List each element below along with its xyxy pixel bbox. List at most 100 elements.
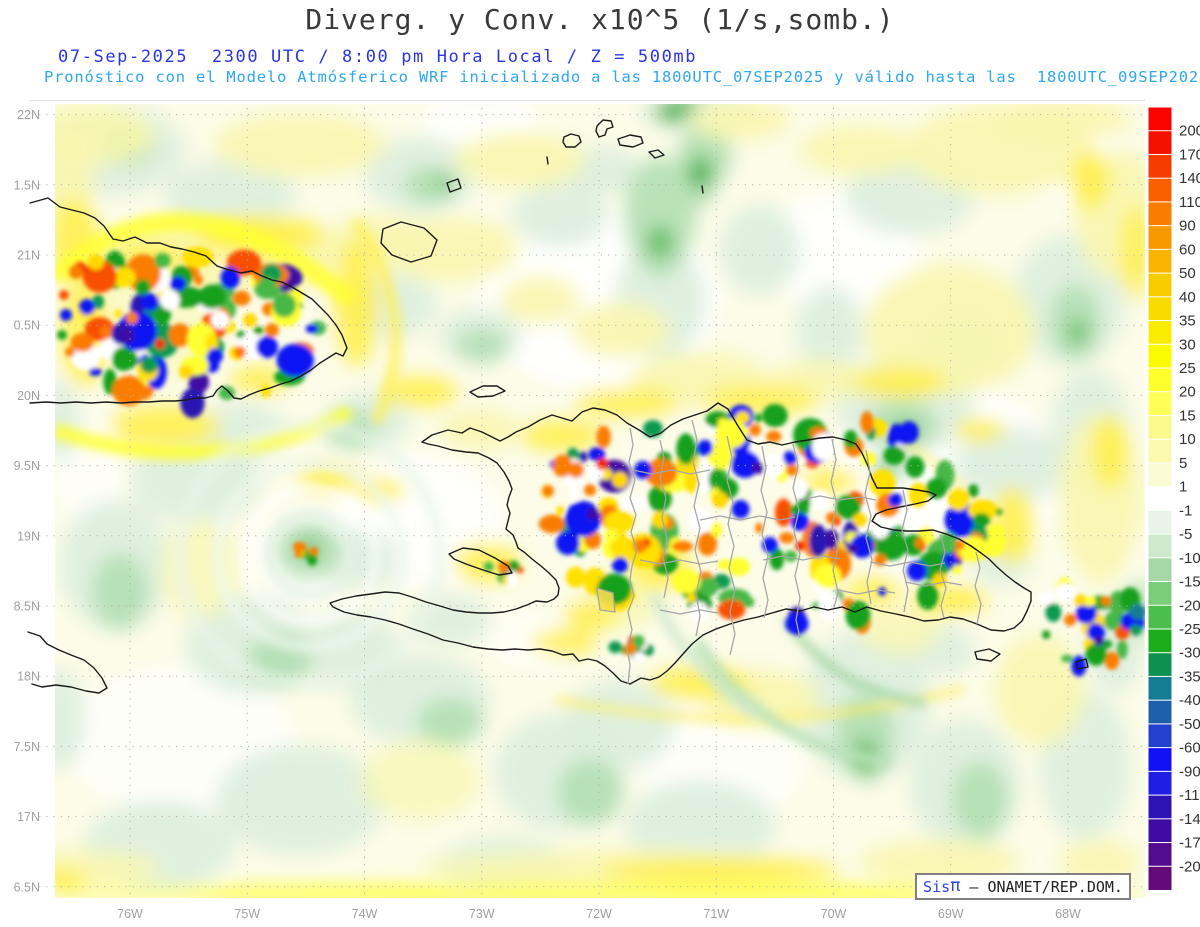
coastline-gonave [448,547,513,576]
colorbar-segment [1147,438,1173,464]
colorbar-segment [1147,699,1173,725]
coastlines [27,119,1089,694]
axis-labels: 22N 1.5N 21N 0.5N 20N 9.5N 19N 8.5N 18N 7.5N 17N 6.… [14,108,1081,921]
lon-axis-label: 76W [117,907,143,921]
coastline-tortuga [469,385,506,398]
lon-axis-label: 69W [938,907,964,921]
lat-axis-label: 1.5N [14,178,40,192]
colorbar-segment [1147,581,1173,607]
coastline-little-inagua [446,178,462,193]
colorbar: 200 170 140 110 90 60 50 40 35 30 25 20 15 10 5 1 -1 -5 -1… [1147,106,1200,892]
colorbar-label: 20 [1179,384,1196,401]
colorbar-label: 90 [1179,218,1196,235]
colorbar-label: -20 [1179,597,1200,614]
colorbar-label: 5 [1179,455,1187,472]
colorbar-label: 15 [1179,407,1196,424]
lat-axis-label: 19N [17,529,40,543]
lat-axis-label: 0.5N [14,319,40,333]
lat-axis-label: 21N [17,249,40,263]
colorbar-segment [1147,272,1173,298]
colorbar-segment [1147,723,1173,749]
colorbar-segment [1147,604,1173,631]
colorbar-label: -1 [1179,502,1192,519]
colorbar-label: -200 [1179,858,1200,875]
coastline-cuba [29,197,348,404]
coastline-saona [974,648,1001,662]
lon-axis-label: 73W [469,907,495,921]
coastline-great-inagua [380,221,438,263]
colorbar-segment [1147,343,1173,369]
colorbar-label: -50 [1179,716,1200,733]
colorbar-segment [1147,509,1173,536]
subtitle-datetime: 07-Sep-2025 2300 UTC / 8:00 pm Hora Loca… [58,47,698,67]
lat-axis-label: 9.5N [14,459,40,473]
colorbar-label: -90 [1179,763,1200,780]
colorbar-segment [1147,747,1173,773]
lon-axis-label: 71W [703,907,729,921]
colorbar-label: -110 [1179,787,1200,804]
colorbar-segment [1147,391,1173,417]
colorbar-segment [1147,842,1173,868]
colorbar-segment [1147,225,1173,251]
colorbar-label: -30 [1179,645,1200,662]
coastline-caicos-3 [617,134,644,148]
colorbar-segment [1147,130,1173,156]
coastline-caicos-1 [562,133,582,148]
colorbar-label: 35 [1179,313,1196,330]
lake-enriquillo [596,587,616,613]
colorbar-segment [1147,557,1173,583]
colorbar-segment [1147,865,1173,892]
colorbar-segment [1147,462,1173,488]
lat-axis-label: 8.5N [14,600,40,614]
page-title: Diverg. y Conv. x10^5 (1/s,somb.) [305,3,895,36]
lat-axis-label: 18N [17,670,40,684]
colorbar-segment [1147,177,1173,203]
colorbar-segment [1147,106,1173,132]
colorbar-label: 200 [1179,123,1200,140]
admin-borders [596,419,982,685]
coastline-caicos-2 [595,119,614,138]
colorbar-segment [1147,628,1173,654]
colorbar-segment [1147,652,1173,678]
lon-axis-label: 72W [586,907,612,921]
colorbar-label: -15 [1179,574,1200,591]
colorbar-segment [1147,533,1173,559]
attribution-org: ONAMET/REP.DOM. [987,877,1123,896]
colorbar-segment [1147,296,1173,322]
colorbar-segment [1147,486,1173,512]
colorbar-segment [1147,248,1173,275]
coastline-jamaica [27,631,108,694]
lon-axis-label: 75W [234,907,260,921]
colorbar-segment [1147,414,1173,441]
colorbar-label: -25 [1179,621,1200,638]
colorbar-label: 40 [1179,289,1196,306]
lat-axis-label: 20N [17,389,40,403]
colorbar-label: -10 [1179,550,1200,567]
colorbar-label: 50 [1179,265,1196,282]
attribution-box: Sis π – ONAMET/REP.DOM. [915,873,1131,900]
lat-axis-label: 17N [17,810,40,824]
attribution-dash: – [960,877,988,896]
colorbar-label: 60 [1179,241,1196,258]
colorbar-label: 1 [1179,479,1187,496]
lat-axis-label: 7.5N [14,740,40,754]
lat-axis-label: 6.5N [14,880,40,894]
colorbar-segment [1147,794,1173,820]
colorbar-label: 30 [1179,336,1196,353]
coastline-hispaniola [329,402,1032,685]
colorbar-label: 170 [1179,146,1200,163]
colorbar-segment [1147,675,1173,702]
colorbar-label: -140 [1179,811,1200,828]
lon-axis-label: 70W [821,907,847,921]
colorbar-label: -60 [1179,740,1200,757]
brand-sis: Sis [923,877,951,896]
graticule-gridlines [32,108,1142,897]
colorbar-label: 25 [1179,360,1196,377]
colorbar-label: 10 [1179,431,1196,448]
coastline-islet-2 [701,185,704,194]
colorbar-label: -35 [1179,668,1200,685]
colorbar-segment [1147,818,1173,844]
brand-pi-icon: π [950,876,961,896]
colorbar-segment [1147,320,1173,346]
